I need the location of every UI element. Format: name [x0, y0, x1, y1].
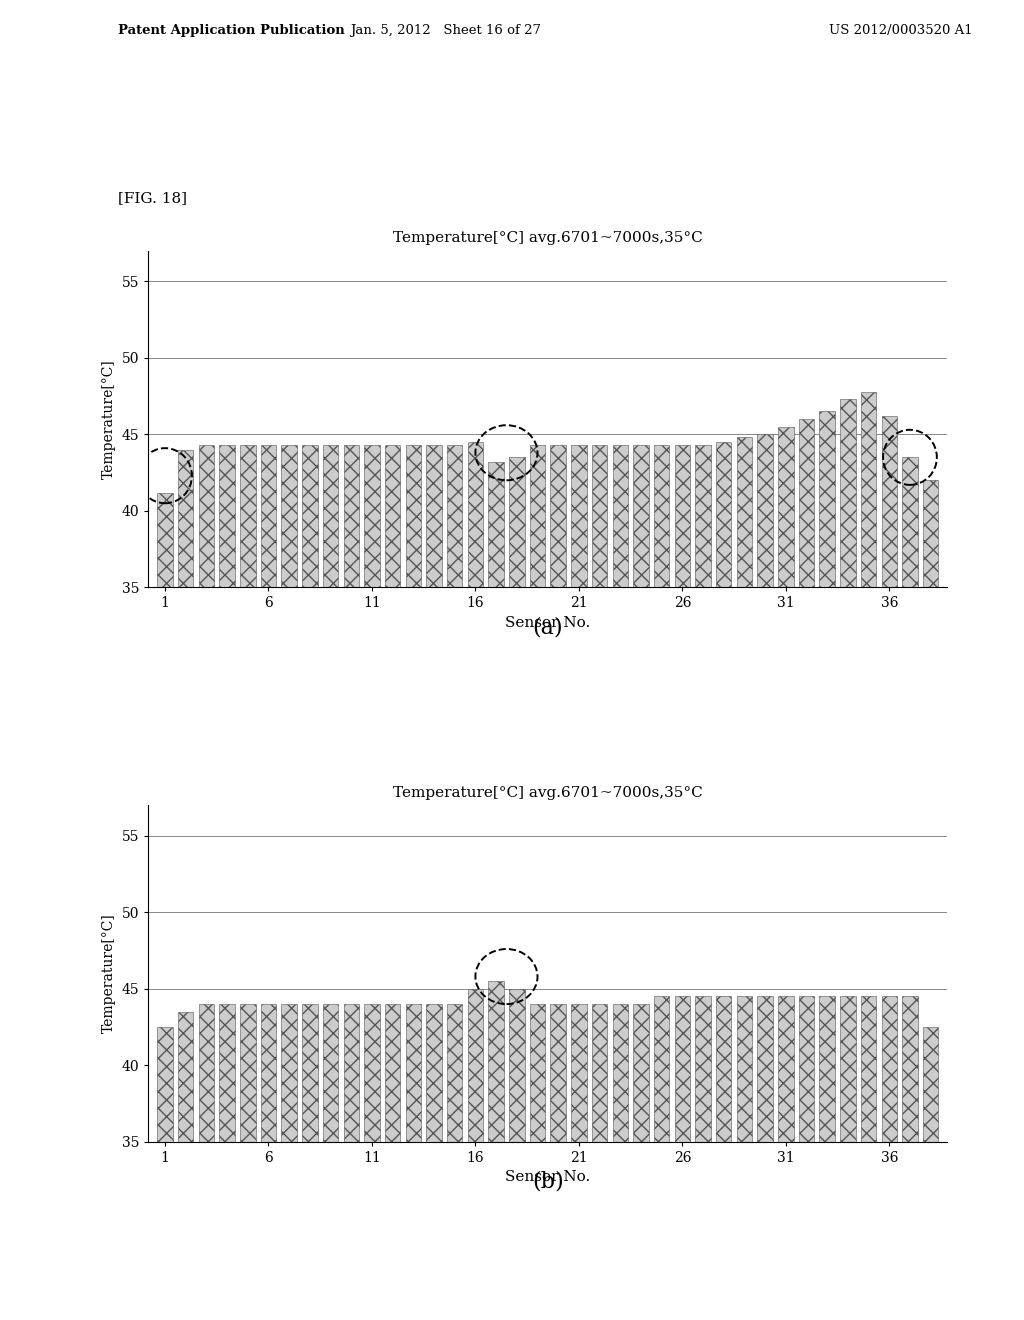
Bar — [488, 981, 504, 1142]
Bar — [736, 437, 753, 587]
Bar — [633, 1005, 649, 1142]
Bar — [178, 1011, 194, 1142]
Bar — [736, 997, 753, 1142]
Text: US 2012/0003520 A1: US 2012/0003520 A1 — [829, 24, 973, 37]
Bar — [199, 1005, 214, 1142]
Bar — [158, 492, 173, 587]
Bar — [302, 1005, 317, 1142]
Bar — [406, 445, 421, 587]
Bar — [799, 997, 814, 1142]
Y-axis label: Temperature[°C]: Temperature[°C] — [102, 913, 117, 1034]
Bar — [571, 1005, 587, 1142]
Bar — [446, 445, 463, 587]
Bar — [716, 442, 731, 587]
Bar — [219, 1005, 234, 1142]
Title: Temperature[°C] avg.6701~7000s,35°C: Temperature[°C] avg.6701~7000s,35°C — [393, 231, 702, 246]
Bar — [902, 997, 918, 1142]
Bar — [343, 445, 359, 587]
Bar — [923, 1027, 938, 1142]
X-axis label: Sensor No.: Sensor No. — [505, 616, 591, 630]
Text: (b): (b) — [531, 1171, 564, 1193]
Bar — [468, 442, 483, 587]
Bar — [778, 997, 794, 1142]
Bar — [799, 420, 814, 587]
Bar — [323, 445, 338, 587]
Bar — [861, 997, 877, 1142]
Bar — [488, 462, 504, 587]
Y-axis label: Temperature[°C]: Temperature[°C] — [102, 359, 117, 479]
Bar — [861, 392, 877, 587]
Text: Jan. 5, 2012   Sheet 16 of 27: Jan. 5, 2012 Sheet 16 of 27 — [350, 24, 541, 37]
Bar — [778, 426, 794, 587]
Text: (a): (a) — [532, 616, 563, 639]
Bar — [240, 445, 256, 587]
Bar — [343, 1005, 359, 1142]
Bar — [654, 445, 670, 587]
Bar — [819, 412, 835, 587]
Bar — [219, 445, 234, 587]
Text: Patent Application Publication: Patent Application Publication — [118, 24, 344, 37]
Bar — [282, 445, 297, 587]
Bar — [365, 445, 380, 587]
Bar — [426, 1005, 441, 1142]
Bar — [365, 1005, 380, 1142]
Bar — [261, 445, 276, 587]
Bar — [882, 416, 897, 587]
Bar — [282, 1005, 297, 1142]
Bar — [612, 1005, 628, 1142]
Title: Temperature[°C] avg.6701~7000s,35°C: Temperature[°C] avg.6701~7000s,35°C — [393, 785, 702, 800]
Bar — [840, 997, 856, 1142]
Bar — [758, 997, 773, 1142]
Text: [FIG. 18]: [FIG. 18] — [118, 191, 186, 206]
Bar — [612, 445, 628, 587]
Bar — [675, 997, 690, 1142]
Bar — [654, 997, 670, 1142]
Bar — [509, 457, 524, 587]
Bar — [882, 997, 897, 1142]
Bar — [385, 445, 400, 587]
Bar — [695, 997, 711, 1142]
Bar — [592, 1005, 607, 1142]
Bar — [571, 445, 587, 587]
Bar — [302, 445, 317, 587]
Bar — [675, 445, 690, 587]
Bar — [446, 1005, 463, 1142]
Bar — [529, 1005, 545, 1142]
Bar — [158, 1027, 173, 1142]
Bar — [385, 1005, 400, 1142]
Bar — [178, 450, 194, 587]
Bar — [406, 1005, 421, 1142]
Bar — [529, 445, 545, 587]
Bar — [592, 445, 607, 587]
Bar — [426, 445, 441, 587]
Bar — [819, 997, 835, 1142]
Bar — [323, 1005, 338, 1142]
Bar — [695, 445, 711, 587]
Bar — [758, 434, 773, 587]
Bar — [551, 1005, 566, 1142]
Bar — [199, 445, 214, 587]
Bar — [509, 989, 524, 1142]
Bar — [902, 457, 918, 587]
Bar — [923, 480, 938, 587]
Bar — [240, 1005, 256, 1142]
Bar — [633, 445, 649, 587]
Bar — [468, 989, 483, 1142]
X-axis label: Sensor No.: Sensor No. — [505, 1171, 591, 1184]
Bar — [261, 1005, 276, 1142]
Bar — [551, 445, 566, 587]
Bar — [840, 399, 856, 587]
Bar — [716, 997, 731, 1142]
